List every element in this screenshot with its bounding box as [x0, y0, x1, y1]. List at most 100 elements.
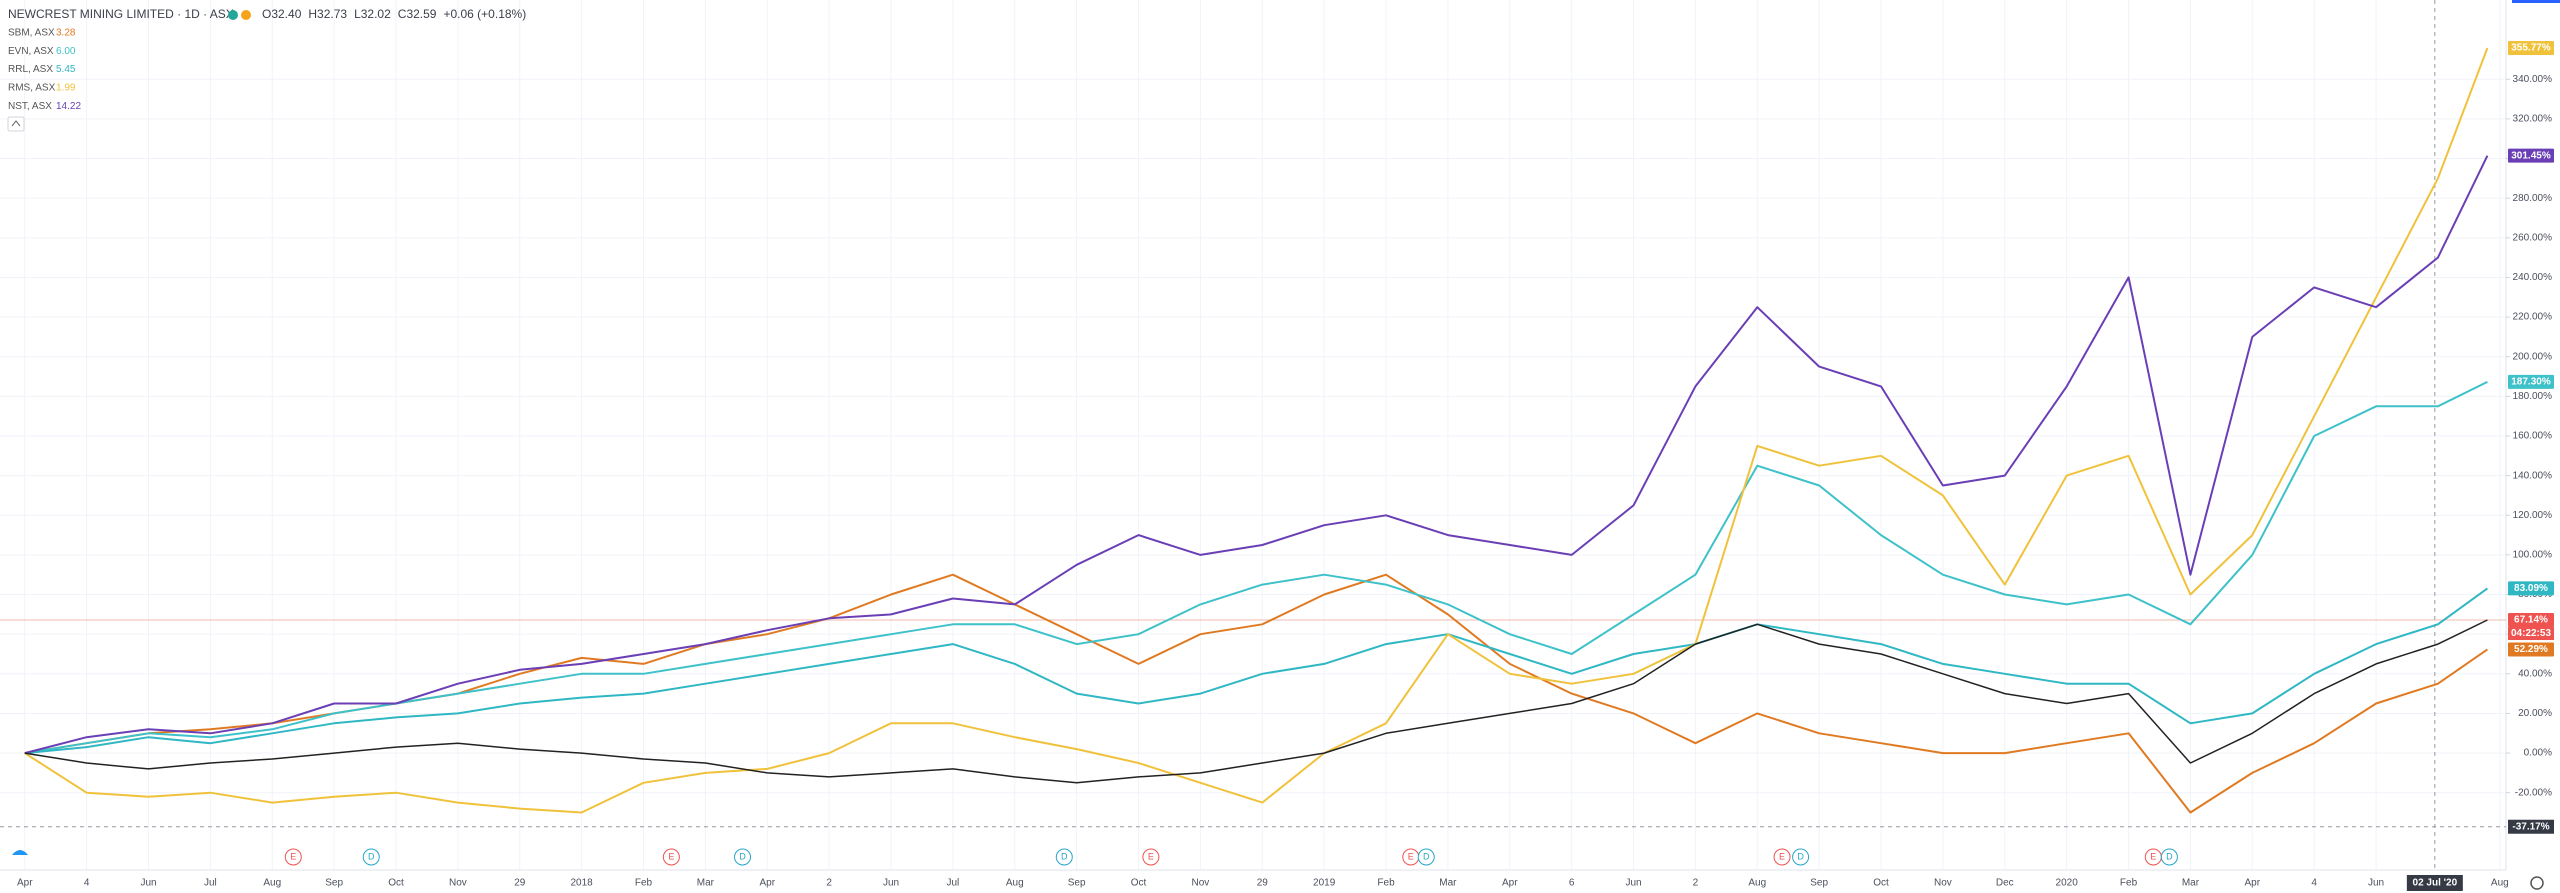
event-label: E [2150, 851, 2156, 861]
quote-value: C32.59 [398, 7, 437, 21]
crosshair-y-label: -37.17% [2512, 821, 2549, 832]
y-tick-label: 200.00% [2513, 351, 2553, 362]
x-tick-label: Feb [2120, 878, 2138, 889]
event-marker [1142, 848, 1160, 866]
status-dot [228, 10, 238, 20]
last-value-label-box [2508, 41, 2554, 56]
x-tick-label: Aug [2491, 878, 2509, 889]
x-tick-label: Mar [1439, 878, 1457, 889]
x-tick-label: 6 [1569, 878, 1575, 889]
y-tick-label: 280.00% [2513, 193, 2553, 204]
x-tick-label: Aug [1006, 878, 1024, 889]
last-value-label-box [2508, 613, 2554, 628]
x-tick-label: Nov [449, 878, 467, 889]
x-tick-label: Apr [2245, 878, 2261, 889]
event-marker [734, 848, 752, 866]
event-marker [662, 848, 680, 866]
status-dot [241, 10, 251, 20]
y-tick-label: 40.00% [2518, 668, 2552, 679]
y-tick-label: 100.00% [2513, 550, 2553, 561]
series-line [24, 619, 2488, 784]
x-tick-label: Oct [1873, 878, 1889, 889]
logo-icon[interactable] [12, 850, 28, 855]
series-line [24, 155, 2489, 755]
event-label: D [739, 851, 746, 861]
x-tick-label: 29 [1257, 878, 1269, 889]
series-line [24, 381, 2488, 755]
crosshair-x-box [2406, 875, 2463, 891]
legend-name: RRL, ASX [8, 64, 53, 75]
x-tick-label: Jun [140, 878, 156, 889]
x-tick-label: 2 [826, 878, 832, 889]
event-marker [1773, 848, 1791, 866]
x-tick-label: 4 [2311, 878, 2317, 889]
last-value-label-box [2508, 642, 2554, 657]
x-tick-label: Jun [883, 878, 899, 889]
x-tick-label: 2020 [2056, 878, 2079, 889]
legend-name: NST, ASX [8, 101, 52, 112]
x-tick-label: Apr [1502, 878, 1518, 889]
settings-icon[interactable] [2530, 876, 2544, 890]
x-tick-label: Sep [325, 878, 343, 889]
event-marker [1792, 848, 1810, 866]
last-value-label: 67.14% [2514, 615, 2548, 626]
x-tick-label: Jun [1625, 878, 1641, 889]
crosshair-x-label: 02 Jul '20 [2413, 878, 2458, 889]
x-tick-label: 29 [514, 878, 526, 889]
x-tick-label: Feb [635, 878, 653, 889]
top-accent [2512, 0, 2560, 3]
y-tick-label: 120.00% [2513, 510, 2553, 521]
grid [0, 0, 2506, 870]
y-tick-label: 240.00% [2513, 272, 2553, 283]
x-tick-label: Apr [759, 878, 775, 889]
last-value-label-box [2508, 148, 2554, 163]
last-value-label: 301.45% [2511, 150, 2551, 161]
event-label: D [1423, 851, 1430, 861]
countdown-box [2508, 627, 2554, 641]
quote-value: +0.06 (+0.18%) [443, 7, 526, 21]
y-tick-label: 140.00% [2513, 470, 2553, 481]
legend-value: 3.28 [56, 28, 76, 39]
chart-title: NEWCREST MINING LIMITED · 1D · ASX [8, 7, 234, 21]
last-value-label: 355.77% [2511, 43, 2551, 54]
x-tick-label: 4 [84, 878, 90, 889]
event-label: E [1779, 851, 1785, 861]
event-marker [2160, 848, 2178, 866]
y-tick-label: 340.00% [2513, 74, 2553, 85]
quote: O32.40 H32.73 L32.02 C32.59 +0.06 (+0.18%) [262, 7, 526, 21]
event-marker [284, 848, 302, 866]
legend-value: 6.00 [56, 46, 76, 57]
x-tick-label: Jul [204, 878, 217, 889]
event-label: D [1061, 851, 1068, 861]
event-label: D [1797, 851, 1804, 861]
last-value-label-box [2508, 374, 2554, 389]
y-tick-label: 260.00% [2513, 232, 2553, 243]
x-tick-label: Sep [1068, 878, 1086, 889]
quote-value: O32.40 [262, 7, 302, 21]
quote-value: L32.02 [354, 7, 391, 21]
x-tick-label: Aug [263, 878, 281, 889]
legend-value: 5.45 [56, 64, 76, 75]
event-label: E [1408, 851, 1414, 861]
last-value-label: 187.30% [2511, 377, 2551, 388]
event-label: D [2166, 851, 2173, 861]
y-tick-label: 220.00% [2513, 312, 2553, 323]
legend-value: 14.22 [56, 101, 81, 112]
series-line [24, 47, 2489, 814]
collapse-button[interactable] [7, 116, 25, 132]
y-tick-label: 0.00% [2524, 748, 2552, 759]
legend-name: SBM, ASX [8, 28, 55, 39]
event-label: E [290, 851, 296, 861]
x-tick-label: Nov [1192, 878, 1210, 889]
x-tick-label: Dec [1996, 878, 2014, 889]
event-label: E [668, 851, 674, 861]
event-label: D [368, 851, 375, 861]
x-tick-label: 2018 [571, 878, 594, 889]
y-tick-label: 180.00% [2513, 391, 2553, 402]
event-marker [1055, 848, 1073, 866]
y-tick-label: 320.00% [2513, 114, 2553, 125]
collapse-icon [11, 120, 21, 127]
